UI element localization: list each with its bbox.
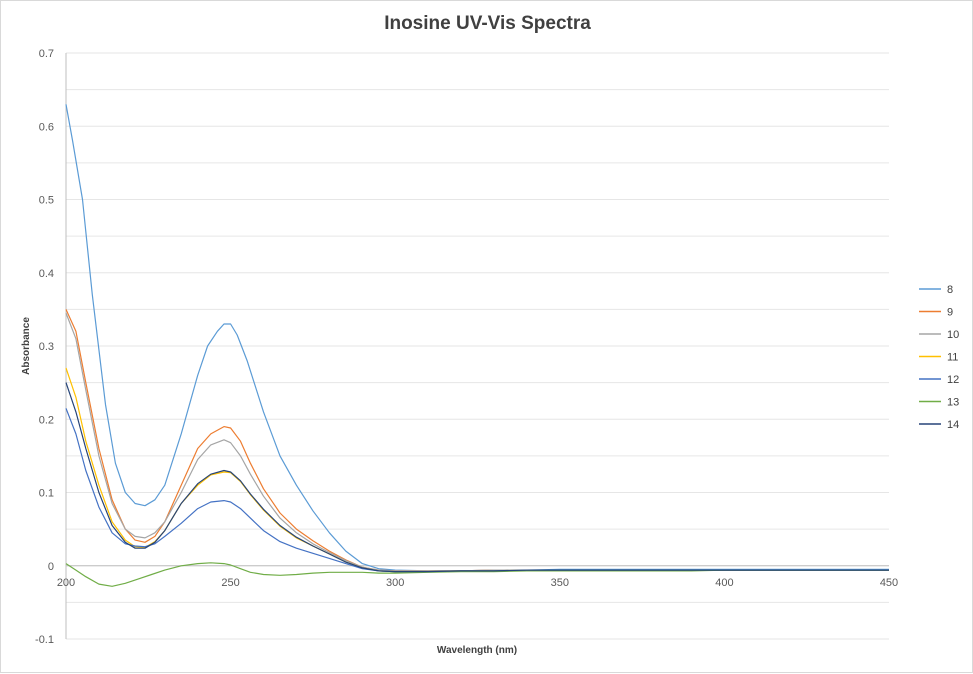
legend-label-11: 11	[947, 352, 958, 364]
x-tick-label: 300	[386, 577, 404, 589]
chart-title: Inosine UV-Vis Spectra	[384, 13, 591, 34]
axes: -0.1 0 0.1 0.2 0.3 0.4 0.5 0.6 0.7 200 250 300 350 40…	[35, 48, 898, 646]
x-tick-label: 400	[715, 577, 733, 589]
y-axis-title: Absorbance	[21, 317, 32, 375]
grid-lines	[66, 52, 889, 640]
series-line-12	[65, 408, 889, 573]
x-axis-title: Wavelength (nm)	[437, 645, 517, 656]
y-tick-label: 0.2	[39, 414, 54, 426]
series-line-8	[65, 104, 889, 572]
y-tick-label: 0.4	[39, 268, 54, 280]
legend-label-9: 9	[947, 307, 953, 319]
y-tick-label: 0.6	[39, 121, 54, 133]
y-tick-label: -0.1	[35, 634, 54, 646]
legend-label-13: 13	[947, 397, 959, 409]
x-tick-label: 450	[880, 577, 898, 589]
series-line-11	[65, 367, 889, 573]
x-tick-label: 250	[221, 577, 239, 589]
x-tick-label: 350	[551, 577, 569, 589]
y-tick-label: 0.1	[39, 488, 54, 500]
legend: 8 9 10 11 12 13 14	[919, 284, 959, 431]
series-line-13	[65, 562, 889, 587]
y-tick-label: 0.7	[39, 48, 54, 60]
series-line-9	[65, 309, 889, 572]
y-tick-label: 0.3	[39, 341, 54, 353]
y-tick-label: 0	[48, 561, 54, 573]
legend-label-12: 12	[947, 374, 959, 386]
series-line-14	[65, 382, 889, 573]
plot-area	[65, 104, 889, 587]
legend-label-14: 14	[947, 419, 959, 431]
series-line-10	[65, 312, 889, 572]
legend-label-10: 10	[947, 329, 959, 341]
y-tick-label: 0.5	[39, 195, 54, 207]
legend-label-8: 8	[947, 284, 953, 296]
x-tick-label: 200	[57, 577, 75, 589]
